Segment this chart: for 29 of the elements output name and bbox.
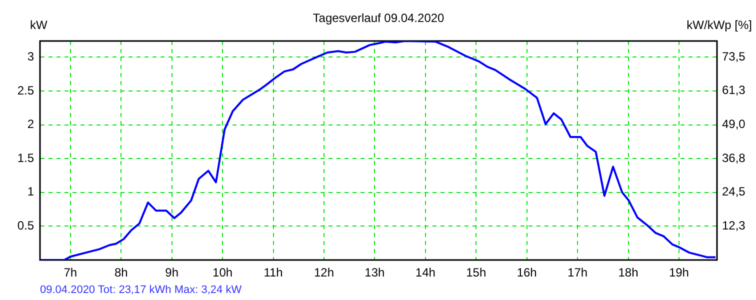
y2-axis-title: kW/kWp [%]: [686, 18, 752, 32]
chart-title: Tagesverlauf 09.04.2020: [312, 11, 445, 25]
x-tick-label: 8h: [114, 266, 128, 280]
y-tick-label: 3: [27, 50, 34, 64]
x-tick-label: 19h: [668, 266, 689, 280]
y-tick-label: 2.5: [17, 83, 34, 98]
y2-tick-label: 12,3: [722, 218, 746, 232]
y-axis-title: kW: [30, 18, 48, 32]
x-tick-label: 17h: [568, 266, 588, 280]
x-tick-label: 18h: [618, 266, 638, 280]
x-tick-label: 7h: [64, 266, 78, 280]
x-tick-label: 10h: [212, 266, 233, 280]
y2-tick-label: 36,8: [722, 150, 746, 165]
y2-tick-label: 73,5: [722, 50, 746, 64]
y-tick-label: 1.5: [17, 150, 34, 165]
y2-tick-label: 49,0: [722, 117, 746, 132]
x-tick-label: 11h: [264, 266, 283, 280]
x-tick-label: 14h: [415, 266, 436, 280]
x-tick-label: 12h: [314, 266, 334, 280]
x-tick-label: 9h: [165, 266, 179, 280]
y-tick-label: 0.5: [17, 218, 34, 233]
y-tick-label: 2: [27, 117, 34, 132]
y2-tick-label: 24,5: [722, 184, 746, 199]
x-tick-label: 16h: [516, 266, 537, 280]
y2-tick-label: 61,3: [722, 83, 746, 98]
x-tick-label: 13h: [364, 266, 385, 280]
y-tick-label: 1: [27, 184, 34, 199]
x-tick-label: 15h: [466, 266, 486, 280]
text: 09.04.2020 Tot: 23,17 kWh Max: 3,24 kW: [40, 284, 242, 296]
